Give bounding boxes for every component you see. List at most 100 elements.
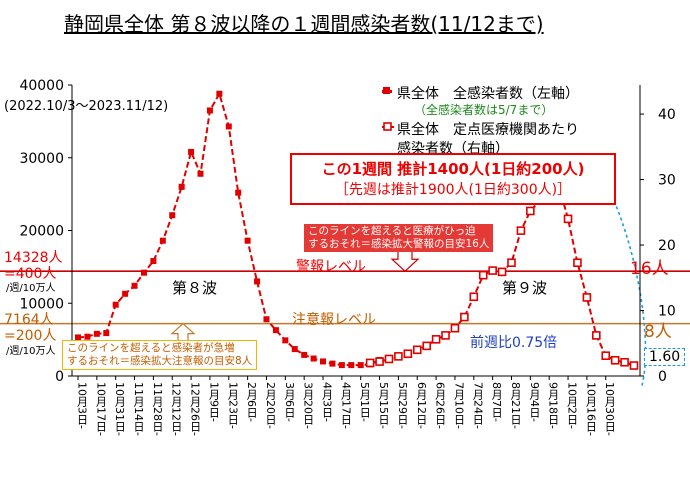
- warning-left-value: 14328人: [4, 250, 63, 266]
- series-total-cases-point: [320, 358, 327, 365]
- x-tick-label: 2月20日-: [264, 382, 277, 429]
- left-tick-label: 20000: [19, 224, 64, 240]
- series-total-cases-point: [178, 183, 185, 190]
- chart-title: 静岡県全体 第８波以降の１週間感染者数(11/12まで): [64, 12, 544, 36]
- x-tick-label: 10月31日-: [113, 382, 126, 436]
- x-tick-label: 12月26日-: [189, 382, 202, 436]
- x-tick-label: 3月6日-: [283, 382, 296, 422]
- series-total-cases-point: [159, 237, 166, 244]
- warning-note: このラインを超えると医療がひっ迫 するおそれ＝感染拡大警報の目安16人: [304, 224, 494, 252]
- series-total-cases-point: [329, 360, 336, 367]
- left-tick-label: 40000: [19, 78, 64, 94]
- series-total-cases-point: [169, 212, 176, 219]
- x-tick-label: 11月28日-: [151, 382, 164, 436]
- series-sentinel-point: [441, 331, 450, 340]
- series-sentinel-point: [460, 312, 469, 322]
- caution-left-value: 7164人: [4, 312, 54, 328]
- series-sentinel-point: [563, 214, 573, 224]
- axes: 0 10000 20000 30000 40000 0 10 20 30 40 10月3日- 10月1…: [19, 78, 675, 436]
- x-tick-label: 1月23日-: [226, 382, 239, 429]
- x-tick-label: 7月24日-: [471, 382, 484, 429]
- warning-note-line2: するおそれ＝感染拡大警報の目安16人: [308, 238, 490, 250]
- series-sentinel-point: [620, 357, 629, 367]
- weekly-estimate-line1: この1週間 推計1400人(1日約200人): [321, 160, 585, 178]
- series-sentinel-point: [375, 357, 384, 366]
- series-total-cases-point: [131, 282, 138, 289]
- warning-note-line1: このラインを超えると医療がひっ迫: [308, 225, 476, 237]
- series-sentinel-point: [422, 341, 431, 351]
- series-sentinel-point: [403, 349, 413, 359]
- series-sentinel-point: [507, 258, 516, 268]
- x-tick-label: 10月3日-: [76, 382, 89, 429]
- series-total-cases-point: [93, 330, 100, 337]
- x-tick-label: 8月21日-: [509, 382, 522, 429]
- x-tick-label: 6月12日-: [415, 382, 428, 429]
- series-total-cases-point: [348, 362, 355, 369]
- series-total-cases-point: [301, 351, 308, 358]
- warning-left-unit: /週/10万人: [6, 283, 56, 294]
- right-tick-label: 30: [658, 173, 676, 189]
- series-total-cases-point: [216, 90, 223, 97]
- series-sentinel-point: [450, 323, 460, 333]
- series-total-cases-point: [197, 170, 204, 177]
- x-tick-label: 5月1日-: [358, 382, 371, 422]
- caution-note-line1: このラインを超えると感染者が急増: [67, 342, 235, 354]
- x-tick-label: 11月14日-: [132, 382, 145, 436]
- latest-value-label: 1.60: [644, 348, 686, 366]
- x-tick-label: 10月2日-: [566, 382, 579, 429]
- series-total-cases-point: [206, 107, 213, 114]
- x-tick-label: 2月6日-: [245, 382, 258, 422]
- x-tick-label: 9月4日-: [528, 382, 541, 422]
- series-sentinel-point: [526, 206, 535, 216]
- series-total-cases-point: [272, 327, 279, 334]
- caution-note-line2: するおそれ＝感染拡大注意報の目安8人: [67, 355, 253, 367]
- series-total-cases-point: [150, 258, 157, 265]
- series-total-cases-point: [84, 333, 91, 340]
- series-sentinel-point: [412, 345, 422, 355]
- x-tick-label: 5月29日-: [396, 382, 409, 429]
- legend-series2-label-line1: 県全体 定点医療機関あたり: [397, 122, 579, 138]
- warning-level-label: 警報レベル: [296, 259, 366, 275]
- series-sentinel-point: [469, 292, 479, 302]
- series-total-cases-point: [235, 189, 242, 196]
- reference-lines: [0, 250, 690, 343]
- legend-series1-note: （全感染者数は5/7まで）: [414, 103, 554, 117]
- series-sentinel-point: [384, 354, 394, 364]
- wave9-label: 第９波: [502, 279, 548, 297]
- x-tick-label: 4月3日-: [321, 382, 334, 422]
- series-sentinel-point: [592, 331, 601, 340]
- latest-callout-arrow: [611, 195, 647, 386]
- caution-left-per: =200人: [4, 328, 57, 344]
- caution-note: このラインを超えると感染者が急増 するおそれ＝感染拡大注意報の目安8人: [62, 340, 258, 370]
- legend-series1-label: 県全体 全感染者数（左軸）: [397, 86, 579, 102]
- series-total-cases-point: [103, 330, 110, 337]
- series-total-cases-point: [357, 362, 364, 369]
- series-total-cases-point: [225, 123, 232, 130]
- warning-left-per: =400人: [4, 266, 57, 282]
- x-tick-label: 7月10日-: [452, 382, 465, 429]
- series-sentinel-point: [610, 355, 620, 365]
- series-total-cases-point: [75, 334, 81, 341]
- series-sentinel-point: [629, 361, 639, 370]
- x-tick-label: 10月16日-: [584, 382, 597, 436]
- x-tick-label: 10月17日-: [94, 382, 107, 436]
- x-tick-label: 4月17日-: [339, 382, 352, 429]
- series-total-cases-point: [338, 362, 345, 369]
- x-tick-label: 12月12日-: [170, 382, 183, 436]
- series-total-cases-point: [244, 237, 251, 244]
- series-total-cases-point: [112, 301, 119, 308]
- right-tick-label: 0: [658, 369, 667, 385]
- series-total-cases-point: [122, 290, 129, 297]
- right-tick-label: 20: [658, 238, 676, 254]
- x-tick-label: 3月20日-: [302, 382, 315, 429]
- x-tick-label: 5月15日-: [377, 382, 390, 429]
- series-sentinel-point: [365, 358, 375, 368]
- wave8-label: 第８波: [172, 279, 218, 297]
- series-total-cases-point: [188, 148, 195, 155]
- series-sentinel-point: [516, 226, 526, 235]
- x-tick-label: 6月26日-: [434, 382, 447, 429]
- series-total-cases-point: [310, 355, 317, 362]
- legend-series2-marker-icon: [383, 122, 392, 131]
- x-tick-label: 1月9日-: [207, 382, 220, 422]
